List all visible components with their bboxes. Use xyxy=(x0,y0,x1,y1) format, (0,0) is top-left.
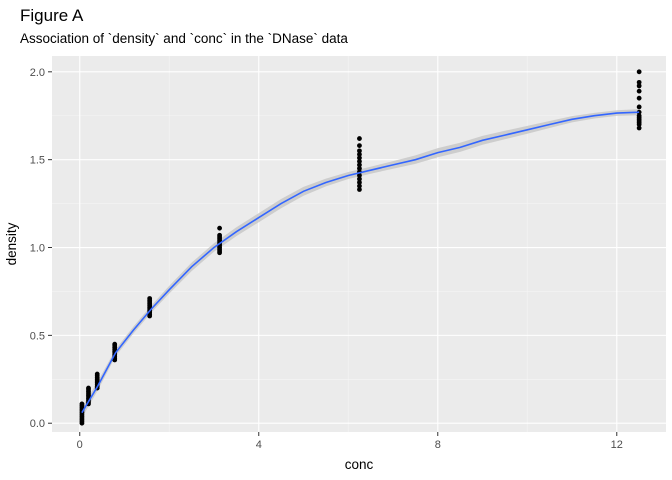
y-tick-label: 2.0 xyxy=(30,67,45,79)
data-point xyxy=(112,341,118,347)
data-point xyxy=(636,83,642,89)
data-point xyxy=(636,125,642,131)
major-gridlines xyxy=(52,56,666,432)
data-point xyxy=(357,136,362,141)
data-point xyxy=(636,104,642,110)
data-point xyxy=(357,187,362,192)
data-point xyxy=(636,109,642,115)
data-point xyxy=(79,401,85,407)
data-point xyxy=(357,155,362,161)
y-axis-title: density xyxy=(4,222,19,265)
x-tick-label: 12 xyxy=(611,439,623,451)
data-point xyxy=(357,180,362,185)
data-point xyxy=(217,225,222,231)
x-axis-title: conc xyxy=(345,457,374,472)
data-point xyxy=(357,173,362,178)
data-point xyxy=(86,385,91,391)
data-point xyxy=(357,162,362,168)
plot-panel xyxy=(52,56,666,432)
data-point xyxy=(357,183,362,189)
data-point xyxy=(636,113,642,119)
y-tick-label: 0.0 xyxy=(30,418,45,430)
data-point xyxy=(636,79,642,85)
data-point xyxy=(357,143,362,149)
data-point xyxy=(357,151,362,157)
x-tick-label: 0 xyxy=(77,439,83,451)
y-axis: 0.0 0.5 1.0 1.5 2.0 xyxy=(30,67,52,430)
data-point xyxy=(217,232,222,238)
data-points xyxy=(79,69,642,426)
x-tick-label: 4 xyxy=(256,439,262,451)
chart-title: Figure A xyxy=(20,6,84,25)
smooth-trend-line xyxy=(81,111,640,414)
data-point xyxy=(357,159,362,164)
x-tick-label: 8 xyxy=(435,439,441,451)
data-point xyxy=(357,166,362,171)
minor-gridlines xyxy=(52,56,666,432)
x-axis: 0 4 8 12 xyxy=(77,432,623,451)
data-point xyxy=(636,95,642,101)
data-point xyxy=(357,148,362,154)
y-tick-label: 1.0 xyxy=(30,243,45,255)
y-tick-label: 1.5 xyxy=(30,155,45,167)
chart-subtitle: Association of `density` and `conc` in t… xyxy=(20,31,348,46)
y-tick-label: 0.5 xyxy=(30,330,45,342)
data-point xyxy=(357,176,362,182)
data-point xyxy=(147,296,153,301)
data-point xyxy=(636,88,642,94)
data-point xyxy=(94,371,100,377)
data-point xyxy=(636,69,642,75)
